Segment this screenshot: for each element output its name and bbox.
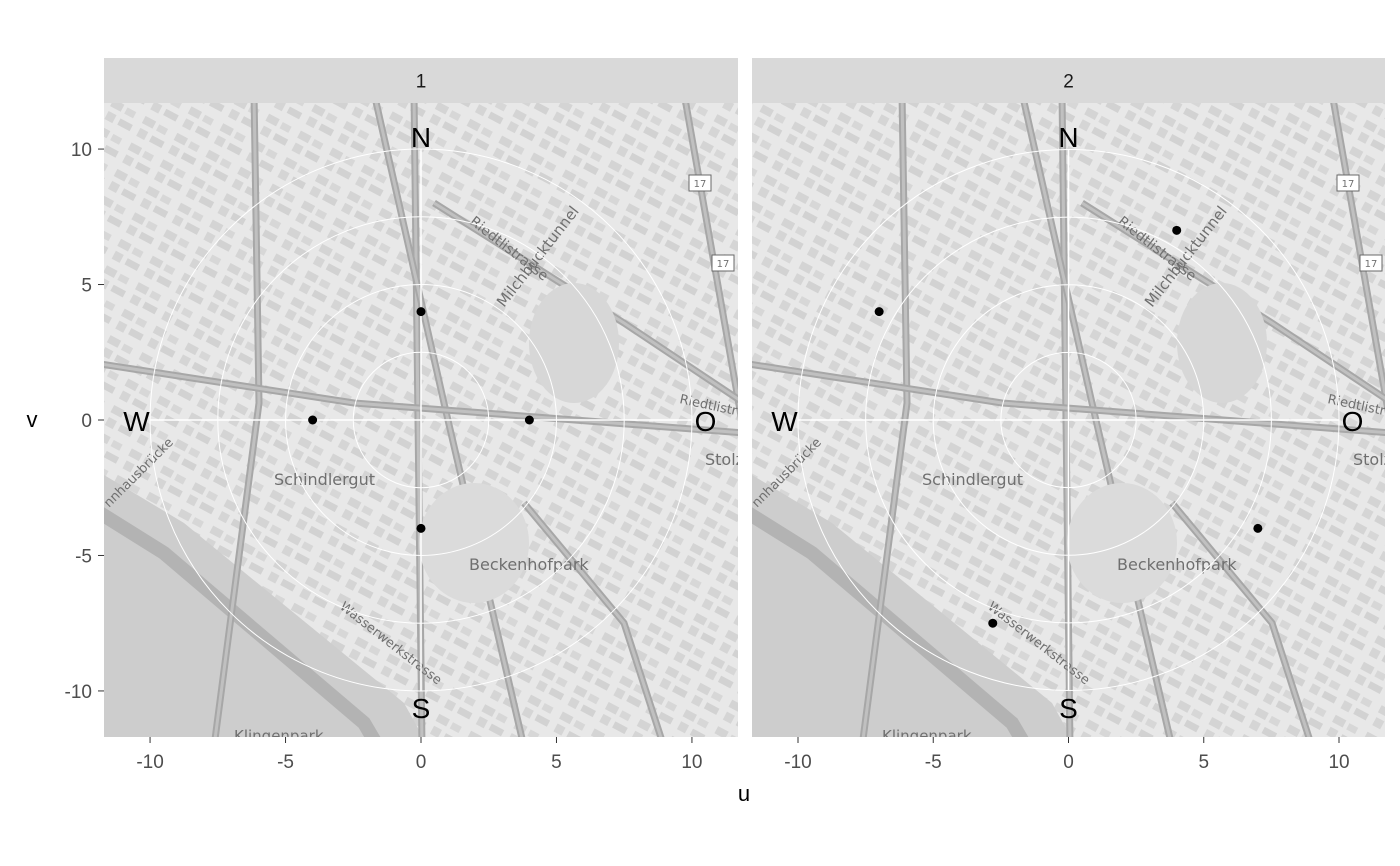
y-tick-label: -5 — [75, 546, 92, 567]
map-park — [1067, 483, 1177, 603]
map-label-2: Schindlergut — [274, 470, 375, 489]
map-background: RiedtlistrasseMilchbucktunnelSchindlergu… — [752, 103, 1392, 745]
map-label-6: Stolz — [1353, 450, 1392, 469]
map-road-inner-5 — [104, 363, 738, 435]
map-road-inner-6 — [1170, 502, 1311, 737]
facet-strip-label: 1 — [416, 72, 427, 93]
map-road-inner-6 — [522, 502, 663, 737]
map-river — [752, 475, 1071, 737]
map-park-2 — [1177, 283, 1267, 403]
x-tick-label: -5 — [277, 752, 294, 773]
panel-2: 2 RiedtlistrasseMilchbucktunnelSchindlerg… — [752, 58, 1392, 773]
x-tick-label: -5 — [925, 752, 942, 773]
map-route-shield-0 — [688, 174, 712, 192]
data-point-1-3 — [416, 523, 426, 533]
y-tick-label: 10 — [71, 140, 92, 161]
x-tick-label: -10 — [136, 752, 163, 773]
map-label-5: Klingenpark — [234, 727, 324, 745]
map-road-inner-1 — [374, 103, 524, 737]
data-point-2-0 — [874, 307, 884, 317]
map-route-number-1: 17 — [717, 259, 730, 270]
x-tick-label: 10 — [1328, 752, 1349, 773]
x-tick-label: 0 — [416, 752, 427, 773]
compass-south-label: S — [412, 693, 431, 724]
data-point-2-1 — [1172, 225, 1182, 235]
compass-east-label: O — [695, 406, 717, 437]
y-tick-label: 5 — [81, 276, 92, 297]
compass-south-label: S — [1059, 693, 1078, 724]
map-river-channel — [104, 507, 381, 737]
map-label-3: Beckenhofpark — [1117, 555, 1237, 574]
map-route-shield-1 — [1359, 254, 1383, 272]
compass-west-label: W — [123, 406, 150, 437]
map-river-channel — [752, 507, 1029, 737]
x-tick-label: -10 — [784, 752, 811, 773]
map-road-inner-4 — [433, 201, 738, 401]
data-point-2-2 — [1253, 523, 1263, 533]
data-point-2-3 — [988, 618, 998, 628]
facet-strip — [752, 58, 1385, 103]
map-route-shield-0 — [1336, 174, 1360, 192]
x-axis-title: u — [738, 781, 750, 806]
y-axis-title: v — [27, 407, 38, 432]
y-tick-label: 0 — [81, 411, 92, 432]
panel-1: 1 RiedtlistrasseMilchbucktunnelSchindlerg… — [65, 58, 744, 773]
compass-west-label: W — [771, 406, 798, 437]
compass-north-label: N — [1058, 122, 1078, 153]
map-route-number-0: 17 — [1342, 179, 1355, 190]
x-tick-label: 10 — [681, 752, 702, 773]
map-park — [419, 483, 529, 603]
map-label-5: Klingenpark — [882, 727, 972, 745]
map-road-inner-4 — [1081, 201, 1385, 401]
facet-strip-label: 2 — [1063, 72, 1074, 93]
map-park-2 — [529, 283, 619, 403]
x-tick-label: 0 — [1063, 752, 1074, 773]
compass-north-label: N — [411, 122, 431, 153]
data-point-1-0 — [416, 307, 426, 317]
map-label-2: Schindlergut — [922, 470, 1023, 489]
map-road-inner-2 — [861, 103, 909, 737]
data-point-1-1 — [308, 415, 318, 425]
facet-strip — [104, 58, 738, 103]
map-route-number-0: 17 — [694, 179, 707, 190]
y-tick-label: -10 — [65, 682, 92, 703]
map-background: RiedtlistrasseMilchbucktunnelSchindlergu… — [104, 103, 744, 745]
map-road-inner-1 — [1022, 103, 1172, 737]
map-route-shield-1 — [711, 254, 735, 272]
data-point-1-2 — [524, 415, 534, 425]
map-label-6: Stolz — [705, 450, 744, 469]
map-road-inner-2 — [213, 103, 261, 737]
map-route-number-1: 17 — [1365, 259, 1378, 270]
map-road-inner-5 — [752, 363, 1385, 434]
map-river — [104, 475, 423, 737]
x-tick-label: 5 — [1198, 752, 1209, 773]
x-tick-label: 5 — [551, 752, 562, 773]
compass-east-label: O — [1342, 406, 1364, 437]
